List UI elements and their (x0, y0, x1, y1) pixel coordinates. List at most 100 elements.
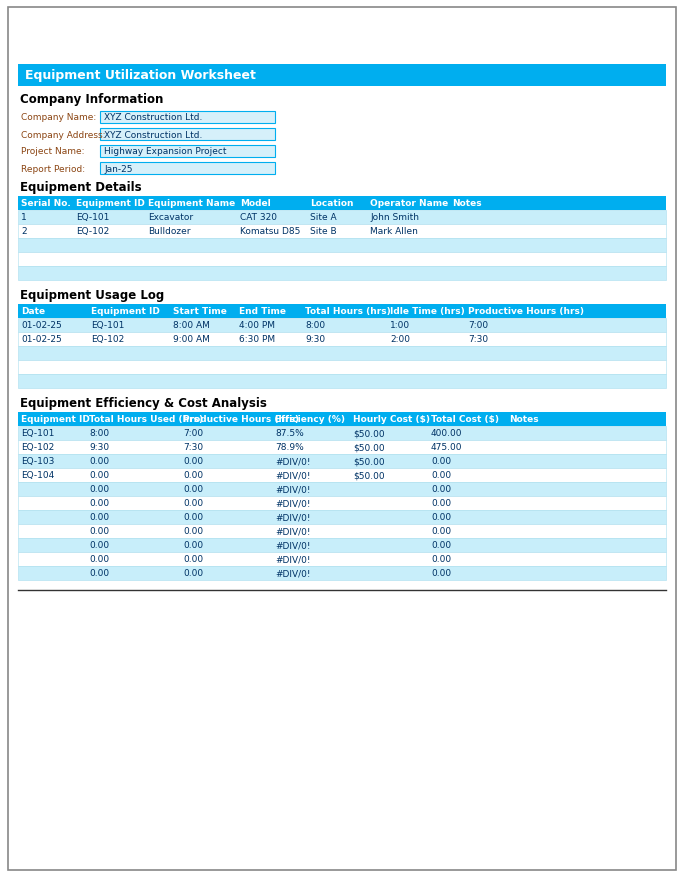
Text: XYZ Construction Ltd.: XYZ Construction Ltd. (104, 113, 202, 122)
Text: Equipment Efficiency & Cost Analysis: Equipment Efficiency & Cost Analysis (20, 397, 267, 410)
Text: 400.00: 400.00 (431, 429, 462, 438)
Text: Komatsu D85: Komatsu D85 (240, 227, 300, 236)
Text: EQ-102: EQ-102 (91, 335, 124, 344)
Text: 0.00: 0.00 (183, 513, 203, 522)
Text: $50.00: $50.00 (353, 443, 384, 452)
Text: 0.00: 0.00 (183, 555, 203, 564)
Bar (18, 566, 666, 580)
Bar (18, 197, 666, 211)
Text: 0.00: 0.00 (89, 541, 109, 550)
Text: $50.00: $50.00 (353, 457, 384, 466)
Text: Company Address:: Company Address: (21, 130, 105, 140)
Bar (18, 455, 666, 469)
Bar (18, 267, 666, 281)
Text: 87.5%: 87.5% (275, 429, 304, 438)
Text: 0.00: 0.00 (89, 513, 109, 522)
Text: End Time: End Time (239, 307, 286, 316)
Text: John Smith: John Smith (370, 213, 419, 222)
Text: 2:00: 2:00 (390, 335, 410, 344)
Text: 0.00: 0.00 (431, 485, 451, 494)
Text: Equipment Usage Log: Equipment Usage Log (20, 289, 164, 302)
Text: 7:30: 7:30 (183, 443, 203, 452)
Text: Equipment ID: Equipment ID (76, 199, 145, 208)
Text: Site A: Site A (310, 213, 337, 222)
Text: Hourly Cost ($): Hourly Cost ($) (353, 415, 430, 424)
Text: Bulldozer: Bulldozer (148, 227, 191, 236)
Text: Site B: Site B (310, 227, 337, 236)
Text: Efficiency (%): Efficiency (%) (275, 415, 345, 424)
Text: Total Cost ($): Total Cost ($) (431, 415, 499, 424)
Text: Equipment ID: Equipment ID (91, 307, 160, 316)
Text: 9:00 AM: 9:00 AM (173, 335, 210, 344)
Text: Total Hours (hrs): Total Hours (hrs) (305, 307, 391, 316)
Bar (18, 305, 666, 319)
Text: 0.00: 0.00 (89, 499, 109, 507)
Bar (18, 552, 666, 566)
Text: #DIV/0!: #DIV/0! (275, 555, 311, 564)
Text: $50.00: $50.00 (353, 429, 384, 438)
Text: 0.00: 0.00 (431, 555, 451, 564)
Text: 4:00 PM: 4:00 PM (239, 321, 275, 330)
Text: Notes: Notes (452, 199, 482, 208)
Text: 0.00: 0.00 (431, 499, 451, 507)
Text: Model: Model (240, 199, 271, 208)
Text: 0.00: 0.00 (183, 457, 203, 466)
Bar (100, 112, 275, 124)
Text: 8:00: 8:00 (305, 321, 325, 330)
Text: #DIV/0!: #DIV/0! (275, 485, 311, 494)
Text: Company Information: Company Information (20, 93, 163, 106)
Bar (18, 253, 666, 267)
Text: Total Hours Used (hrs): Total Hours Used (hrs) (89, 415, 203, 424)
Bar (18, 469, 666, 482)
Text: CAT 320: CAT 320 (240, 213, 277, 222)
Text: #DIV/0!: #DIV/0! (275, 541, 311, 550)
Text: Company Name:: Company Name: (21, 113, 96, 122)
Text: #DIV/0!: #DIV/0! (275, 471, 311, 480)
Text: Date: Date (21, 307, 45, 316)
Text: Equipment ID: Equipment ID (21, 415, 90, 424)
Text: 2: 2 (21, 227, 27, 236)
Text: Location: Location (310, 199, 354, 208)
Bar (100, 146, 275, 158)
Text: Idle Time (hrs): Idle Time (hrs) (390, 307, 464, 316)
Text: #DIV/0!: #DIV/0! (275, 527, 311, 536)
Bar (18, 225, 666, 239)
Text: #DIV/0!: #DIV/0! (275, 499, 311, 507)
Bar (18, 347, 666, 361)
Text: 0.00: 0.00 (89, 527, 109, 536)
Text: 0.00: 0.00 (431, 541, 451, 550)
Text: Project Name:: Project Name: (21, 148, 85, 156)
Text: Report Period:: Report Period: (21, 164, 85, 173)
Text: 0.00: 0.00 (431, 457, 451, 466)
Bar (18, 482, 666, 496)
Text: 9:30: 9:30 (305, 335, 325, 344)
Text: Excavator: Excavator (148, 213, 193, 222)
Text: Operator Name: Operator Name (370, 199, 448, 208)
Text: Equipment Details: Equipment Details (20, 181, 142, 194)
Bar (18, 375, 666, 389)
Text: 0.00: 0.00 (89, 569, 109, 578)
Text: EQ-104: EQ-104 (21, 471, 54, 480)
Text: EQ-101: EQ-101 (21, 429, 54, 438)
Bar (18, 333, 666, 347)
Text: $50.00: $50.00 (353, 471, 384, 480)
Text: 0.00: 0.00 (183, 569, 203, 578)
Bar (18, 413, 666, 427)
Text: #DIV/0!: #DIV/0! (275, 457, 311, 466)
Text: 6:30 PM: 6:30 PM (239, 335, 275, 344)
Text: 8:00 AM: 8:00 AM (173, 321, 210, 330)
Text: 0.00: 0.00 (431, 471, 451, 480)
Bar (18, 361, 666, 375)
Text: EQ-102: EQ-102 (76, 227, 109, 236)
Text: 0.00: 0.00 (183, 499, 203, 507)
Text: 0.00: 0.00 (183, 485, 203, 494)
Text: Productive Hours (hrs): Productive Hours (hrs) (183, 415, 299, 424)
Text: 0.00: 0.00 (89, 485, 109, 494)
Bar (100, 162, 275, 175)
Bar (18, 65, 666, 87)
Text: 0.00: 0.00 (89, 555, 109, 564)
Text: Start Time: Start Time (173, 307, 227, 316)
Text: EQ-103: EQ-103 (21, 457, 54, 466)
Text: 78.9%: 78.9% (275, 443, 304, 452)
Text: 0.00: 0.00 (183, 541, 203, 550)
